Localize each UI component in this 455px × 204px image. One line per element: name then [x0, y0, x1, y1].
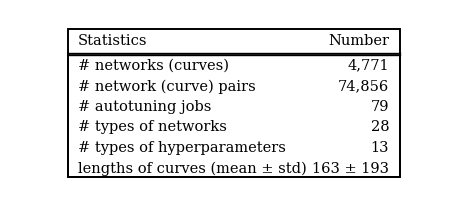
Text: 28: 28: [370, 121, 389, 134]
Text: Statistics: Statistics: [78, 34, 147, 48]
Text: lengths of curves (mean ± std): lengths of curves (mean ± std): [78, 161, 306, 176]
Bar: [67, 55, 399, 177]
Text: 74,856: 74,856: [337, 79, 389, 93]
Text: # network (curve) pairs: # network (curve) pairs: [78, 79, 255, 94]
Text: # autotuning jobs: # autotuning jobs: [78, 100, 211, 114]
Text: # types of hyperparameters: # types of hyperparameters: [78, 141, 285, 155]
Text: 13: 13: [370, 141, 389, 155]
Text: 4,771: 4,771: [347, 59, 389, 73]
Text: # types of networks: # types of networks: [78, 121, 227, 134]
Text: Number: Number: [328, 34, 389, 48]
Text: 79: 79: [370, 100, 389, 114]
Text: 163 ± 193: 163 ± 193: [312, 162, 389, 176]
Text: # networks (curves): # networks (curves): [78, 59, 229, 73]
